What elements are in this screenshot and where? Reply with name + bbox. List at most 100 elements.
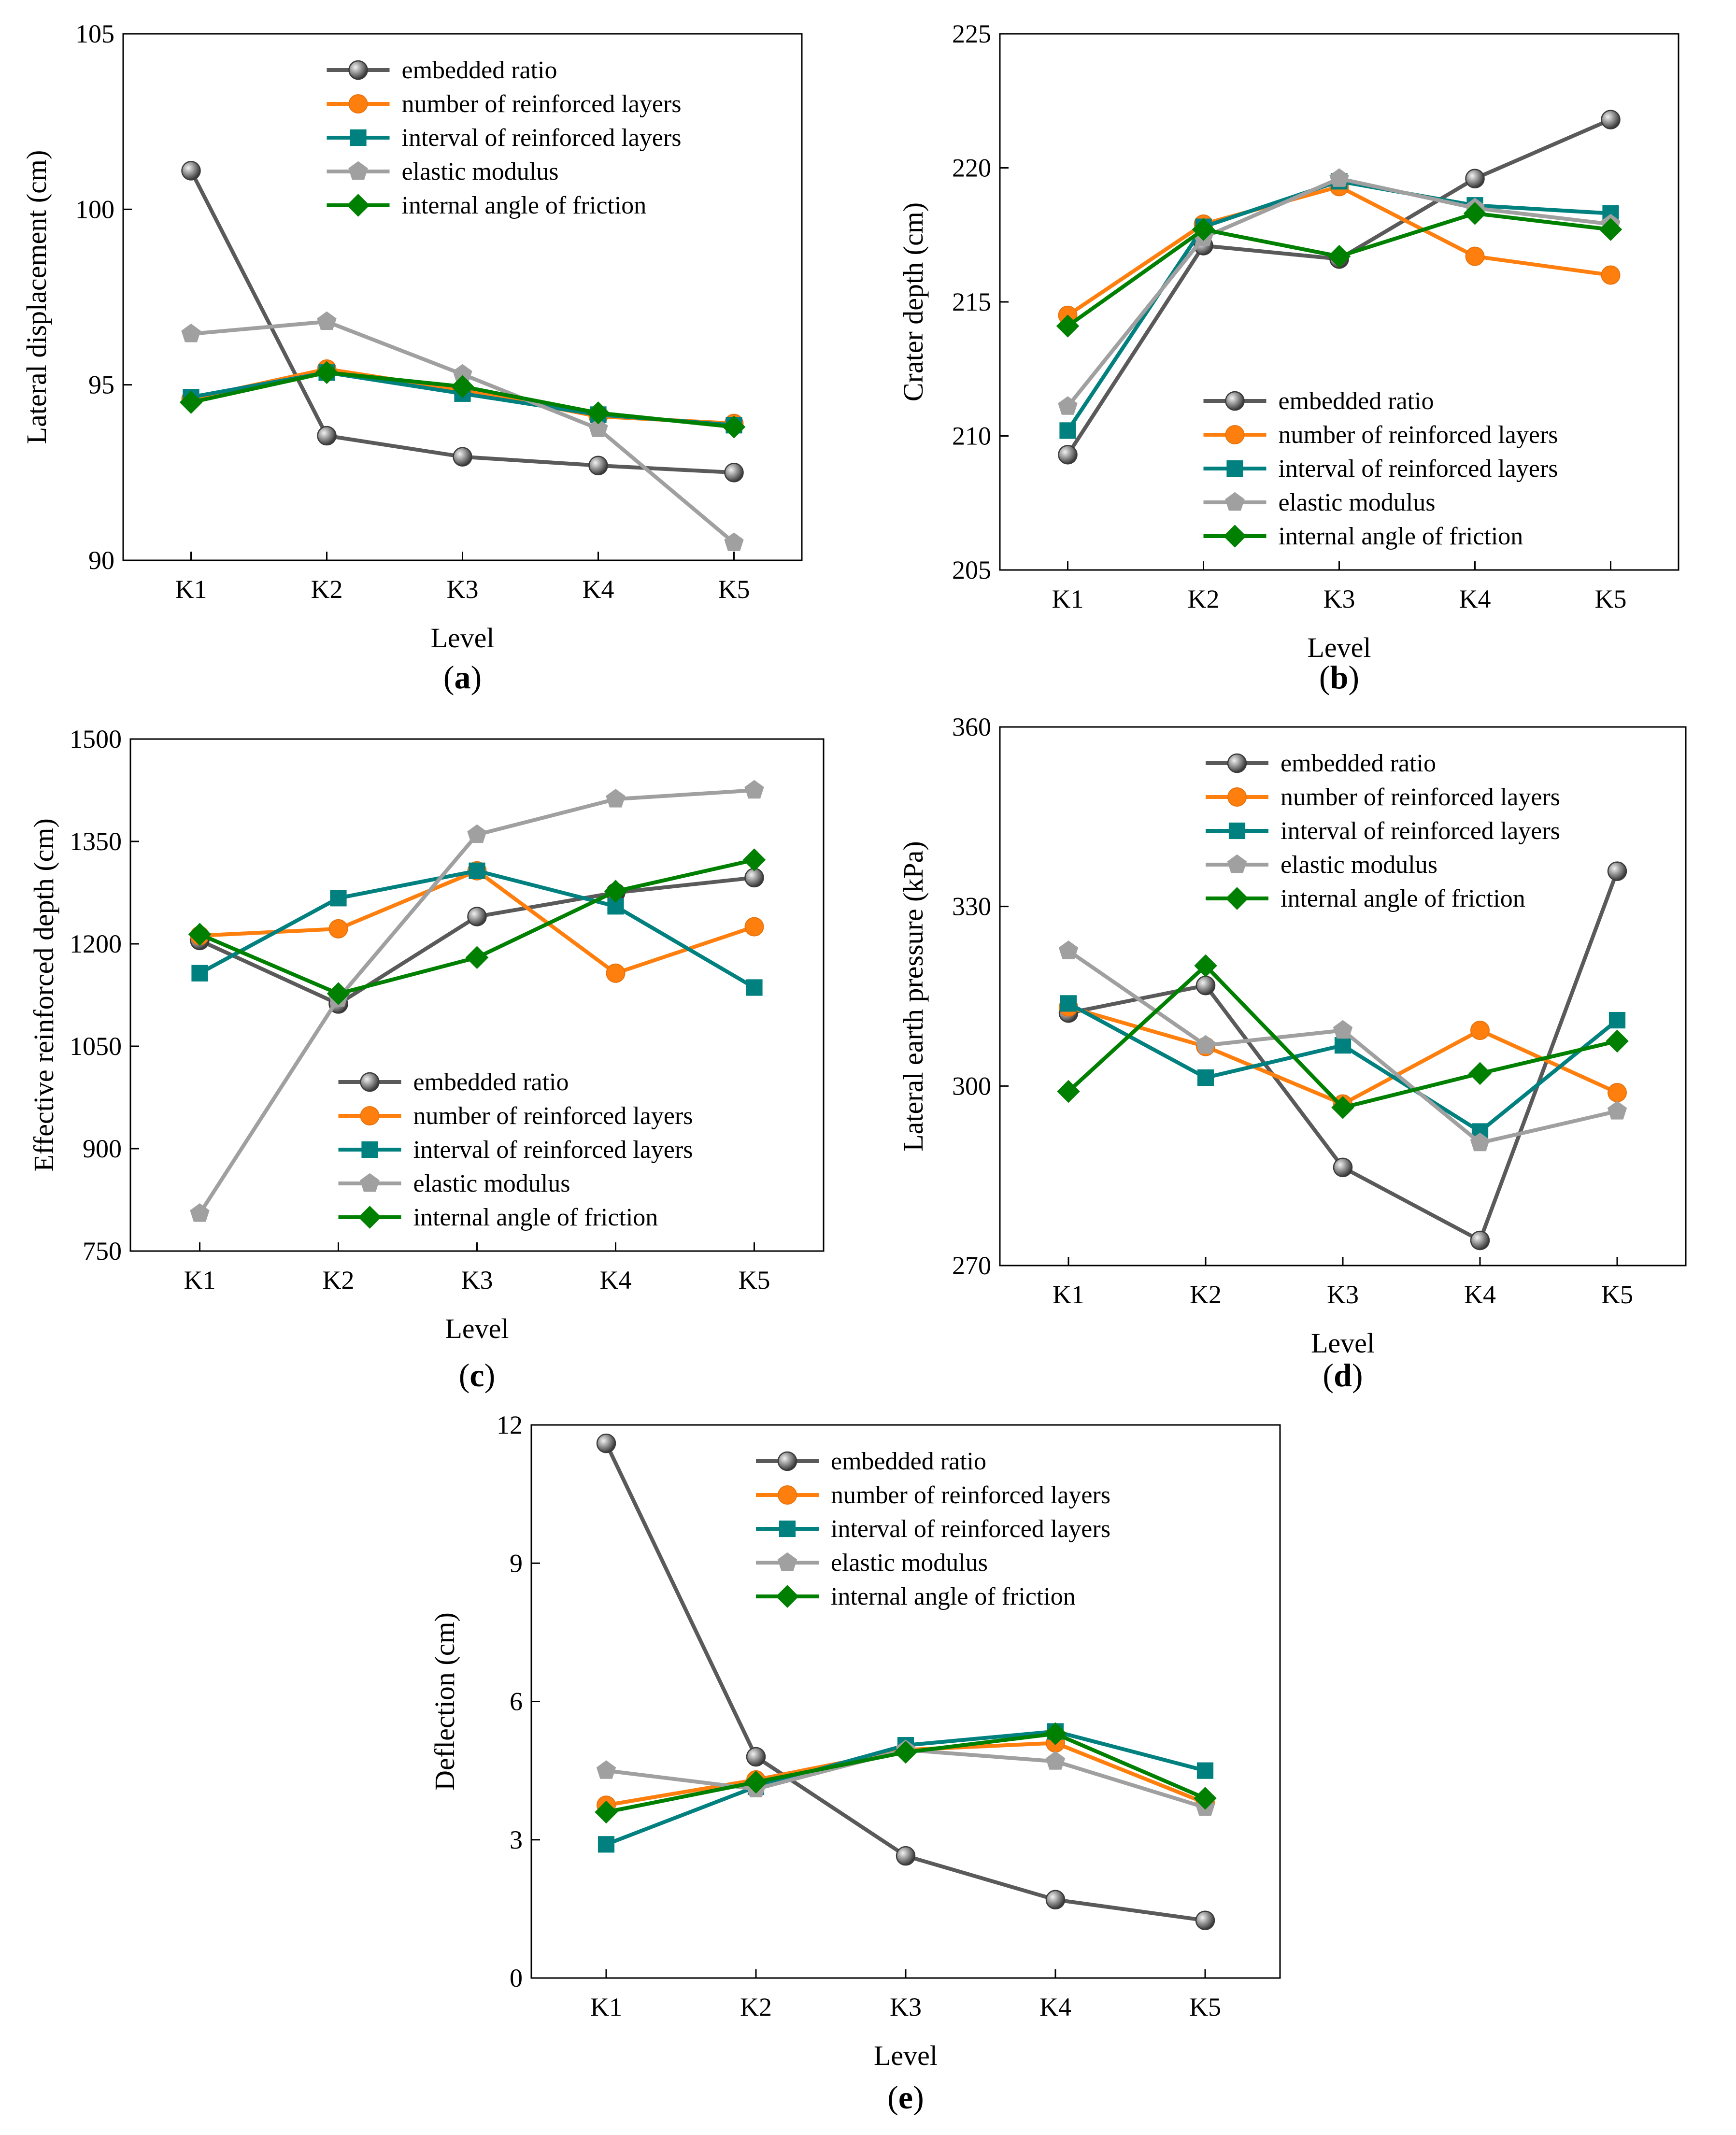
data-point — [724, 532, 744, 551]
y-tick-label: 270 — [952, 1251, 991, 1280]
legend-marker — [1225, 492, 1245, 511]
legend-marker — [777, 1552, 797, 1571]
legend-marker — [360, 1106, 380, 1125]
legend-label: elastic modulus — [831, 1549, 988, 1577]
x-tick-label: K2 — [740, 1993, 772, 2021]
data-point — [317, 426, 337, 446]
panel-b: 205 210 215 220 225 K1 K2 K3 K4 K5 Level Crater dep… — [897, 19, 1679, 696]
data-point — [1463, 202, 1487, 225]
data-point — [1608, 1011, 1626, 1029]
legend-marker — [1227, 787, 1247, 807]
y-tick-label: 1350 — [70, 827, 122, 856]
y-tick-label: 225 — [952, 19, 991, 48]
legend-marker — [1226, 460, 1243, 477]
legend-label: interval of reinforced layers — [413, 1136, 693, 1164]
x-tick-label: K2 — [1188, 584, 1220, 613]
data-point — [179, 391, 203, 414]
legend: embedded ratio number of reinforced layer… — [756, 1448, 1110, 1610]
y-tick-label: 750 — [83, 1237, 122, 1266]
data-point — [598, 1836, 615, 1853]
legend-label: interval of reinforced layers — [402, 124, 682, 152]
series-elastic-modulus — [1058, 168, 1621, 415]
legend-marker — [360, 1072, 380, 1092]
legend-marker — [1228, 822, 1246, 840]
x-axis-title: Level — [1307, 632, 1371, 663]
data-point — [588, 418, 608, 437]
x-tick-label: K4 — [1039, 1993, 1071, 2021]
data-point — [724, 463, 744, 483]
data-point — [586, 401, 610, 425]
data-point — [1058, 396, 1078, 415]
x-tick-label: K5 — [1601, 1280, 1633, 1309]
series-elastic-modulus — [181, 311, 744, 551]
data-point — [1329, 168, 1349, 187]
legend-marker — [1223, 525, 1247, 548]
data-point — [1194, 1787, 1217, 1810]
x-tick-label: K1 — [175, 575, 207, 604]
legend-label: embedded ratio — [402, 57, 557, 84]
panel-label: (b) — [1319, 659, 1359, 696]
legend-marker — [360, 1173, 380, 1192]
data-point — [1195, 1910, 1215, 1930]
data-point — [181, 324, 201, 342]
legend-label: number of reinforced layers — [402, 90, 682, 118]
data-point — [465, 946, 489, 969]
legend-label: elastic modulus — [1281, 851, 1437, 879]
legend-label: number of reinforced layers — [1279, 421, 1558, 449]
y-tick-label: 1500 — [70, 725, 122, 754]
data-point — [606, 963, 626, 983]
legend-label: elastic modulus — [402, 158, 559, 185]
panel-label: (e) — [887, 2079, 924, 2116]
data-point — [1194, 954, 1217, 978]
legend-marker — [778, 1485, 797, 1505]
data-point — [191, 965, 208, 982]
data-point — [1195, 1035, 1216, 1054]
legend-marker — [777, 1451, 797, 1471]
x-axis-title: Level — [874, 2040, 938, 2071]
x-tick-label: K1 — [1053, 1280, 1084, 1309]
legend-label: interval of reinforced layers — [1279, 455, 1558, 483]
legend-label: embedded ratio — [1279, 387, 1434, 415]
legend-marker — [1227, 854, 1247, 873]
y-tick-label: 12 — [497, 1410, 523, 1439]
legend-label: elastic modulus — [1279, 489, 1436, 516]
legend-label: interval of reinforced layers — [1281, 817, 1560, 845]
legend-marker — [358, 1206, 382, 1229]
series-line — [191, 319, 736, 544]
data-point — [1601, 265, 1621, 285]
panel-e: 0 3 6 9 12 K1 K2 K3 K4 K5 Level Deflection (cm) embe… — [429, 1410, 1281, 2116]
panel-a: 90 95 100 105 K1 K2 K3 K4 K5 Level Lateral displac… — [21, 19, 803, 696]
legend-label: number of reinforced layers — [1281, 783, 1560, 811]
y-tick-label: 205 — [952, 555, 991, 584]
panel-label: (a) — [443, 659, 482, 696]
x-tick-label: K5 — [718, 575, 750, 604]
data-point — [595, 1800, 618, 1824]
data-point — [588, 455, 608, 476]
data-point — [1327, 244, 1351, 268]
data-point — [746, 1747, 766, 1767]
data-point — [1601, 110, 1621, 129]
series-interval-of-reinforced-layers — [191, 862, 763, 996]
data-point — [744, 917, 764, 937]
legend-marker — [1227, 753, 1247, 773]
data-point — [453, 364, 472, 383]
y-tick-label: 100 — [75, 195, 114, 224]
y-axis-title: Lateral displacement (cm) — [21, 150, 52, 444]
y-tick-label: 330 — [952, 892, 991, 921]
series-number-of-reinforced-layers — [1059, 997, 1627, 1114]
series-internal-angle-of-friction — [1056, 202, 1622, 338]
data-point — [328, 919, 348, 939]
x-tick-label: K1 — [590, 1993, 622, 2021]
x-tick-label: K3 — [890, 1993, 922, 2021]
series-elastic-modulus — [1058, 940, 1627, 1152]
data-point — [469, 862, 485, 879]
legend-label: embedded ratio — [1281, 750, 1436, 777]
data-point — [1056, 314, 1080, 338]
x-tick-label: K5 — [1189, 1993, 1221, 2021]
data-point — [1608, 1082, 1627, 1102]
series-internal-angle-of-friction — [188, 848, 766, 1005]
legend-label: embedded ratio — [413, 1068, 569, 1096]
data-point — [188, 923, 212, 946]
data-point — [1334, 1037, 1352, 1054]
y-axis-title: Lateral earth pressure (kPa) — [897, 841, 929, 1152]
